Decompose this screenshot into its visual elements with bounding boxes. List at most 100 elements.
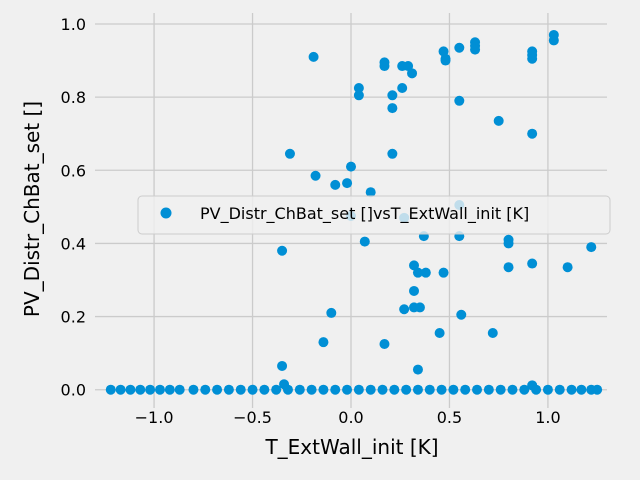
data-point: [310, 170, 321, 181]
data-point: [105, 384, 116, 395]
data-point: [259, 384, 270, 395]
data-point: [284, 148, 295, 159]
data-point: [542, 384, 553, 395]
data-point: [346, 161, 356, 172]
data-point: [527, 53, 538, 64]
data-point: [277, 245, 288, 256]
data-point: [460, 384, 471, 395]
data-point: [353, 90, 364, 101]
legend-label: PV_Distr_ChBat_set []vsT_ExtWall_init [K…: [200, 204, 529, 224]
data-point: [454, 95, 465, 106]
x-tick-labels: −1.0 −0.5 0.0 0.5 1.0: [135, 408, 561, 427]
data-point: [397, 82, 408, 93]
y-tick-labels: 0.0 0.2 0.4 0.6 0.8 1.0: [61, 15, 86, 400]
data-point: [247, 384, 258, 395]
data-point: [365, 187, 376, 198]
data-point: [306, 384, 317, 395]
x-tick-label: −0.5: [233, 408, 272, 427]
data-point: [566, 384, 577, 395]
data-point: [586, 242, 597, 253]
data-point: [527, 258, 538, 269]
data-point: [188, 384, 199, 395]
data-point: [503, 262, 514, 273]
data-point: [389, 384, 400, 395]
data-point: [235, 384, 246, 395]
data-point: [412, 267, 423, 278]
data-point: [223, 384, 234, 395]
data-point: [353, 82, 364, 93]
data-point: [399, 304, 410, 315]
data-point: [271, 384, 282, 395]
data-point: [487, 328, 498, 339]
data-point: [424, 384, 435, 395]
data-point: [359, 236, 370, 247]
data-point: [592, 384, 603, 395]
y-tick-label: 0.2: [61, 308, 86, 327]
data-point: [277, 360, 288, 371]
data-point: [330, 384, 341, 395]
data-point: [495, 384, 506, 395]
y-tick-label: 1.0: [61, 15, 86, 34]
y-axis-title: PV_Distr_ChBat_set []: [20, 101, 44, 317]
data-point: [353, 384, 364, 395]
data-point: [440, 55, 451, 66]
data-point: [407, 68, 418, 79]
data-point: [318, 384, 329, 395]
data-point: [294, 384, 305, 395]
data-point: [318, 337, 329, 348]
data-point: [503, 238, 514, 249]
data-point: [472, 384, 483, 395]
x-tick-label: 0.0: [338, 408, 363, 427]
data-point: [379, 338, 390, 349]
data-point: [409, 260, 420, 271]
data-point: [342, 384, 353, 395]
data-point: [135, 384, 146, 395]
data-point: [420, 267, 431, 278]
data-point: [282, 384, 293, 395]
data-point: [527, 128, 538, 139]
data-point: [212, 384, 223, 395]
data-point: [412, 364, 423, 375]
data-point: [379, 61, 390, 72]
data-point: [454, 42, 465, 53]
data-point: [448, 384, 459, 395]
data-point: [493, 115, 504, 126]
y-tick-label: 0.8: [61, 88, 86, 107]
x-tick-label: 0.5: [437, 408, 462, 427]
data-point: [483, 384, 494, 395]
data-point: [562, 262, 573, 273]
data-point: [470, 44, 481, 55]
x-axis-title: T_ExtWall_init [K]: [264, 435, 438, 459]
data-point: [145, 384, 156, 395]
data-point: [434, 328, 445, 339]
legend-marker: [160, 207, 172, 219]
y-tick-label: 0.6: [61, 161, 86, 180]
data-point: [377, 384, 388, 395]
data-point: [412, 384, 423, 395]
data-point: [403, 61, 414, 72]
data-point: [174, 384, 185, 395]
data-point: [342, 178, 353, 189]
data-point: [456, 309, 467, 320]
data-point: [387, 148, 398, 159]
data-point: [308, 51, 319, 62]
data-point: [164, 384, 175, 395]
data-point: [365, 384, 376, 395]
data-point: [326, 307, 337, 318]
x-tick-label: −1.0: [135, 408, 174, 427]
data-point: [414, 302, 425, 313]
data-point: [200, 384, 211, 395]
data-point: [554, 384, 565, 395]
x-tick-label: 1.0: [535, 408, 560, 427]
y-tick-label: 0.4: [61, 234, 86, 253]
data-point: [576, 384, 587, 395]
y-tick-label: 0.0: [61, 381, 86, 400]
legend: PV_Distr_ChBat_set []vsT_ExtWall_init [K…: [137, 195, 611, 235]
data-point: [154, 384, 165, 395]
data-point: [125, 384, 136, 395]
data-point: [507, 384, 518, 395]
data-point: [330, 179, 341, 190]
data-point: [531, 384, 542, 395]
data-point: [387, 103, 398, 114]
